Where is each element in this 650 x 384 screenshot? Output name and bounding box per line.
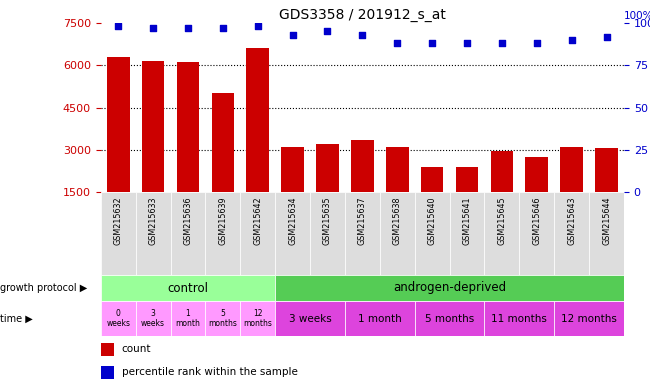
Text: GSM215635: GSM215635 — [323, 196, 332, 245]
Point — [601, 33, 612, 40]
Bar — [554, 301, 624, 336]
Text: GSM215644: GSM215644 — [602, 196, 611, 245]
Text: control: control — [168, 281, 209, 295]
Text: 1
month: 1 month — [176, 309, 200, 328]
Text: 3 weeks: 3 weeks — [289, 314, 332, 324]
Point — [183, 25, 193, 31]
Text: GSM215643: GSM215643 — [567, 196, 576, 245]
Bar — [101, 301, 136, 336]
Point — [497, 40, 507, 46]
Bar — [275, 301, 345, 336]
Bar — [554, 192, 589, 275]
Bar — [421, 167, 443, 234]
Bar — [281, 147, 304, 234]
Bar — [107, 57, 129, 234]
Bar — [386, 147, 409, 234]
Text: GSM215636: GSM215636 — [183, 196, 192, 245]
Bar — [177, 63, 200, 234]
Bar — [136, 301, 170, 336]
Bar — [589, 192, 624, 275]
Bar — [595, 148, 618, 234]
Bar — [456, 167, 478, 234]
Bar — [101, 343, 114, 356]
Point — [532, 40, 542, 46]
Text: 5 months: 5 months — [425, 314, 474, 324]
Bar — [101, 366, 114, 379]
Text: percentile rank within the sample: percentile rank within the sample — [122, 367, 298, 377]
Text: growth protocol ▶: growth protocol ▶ — [0, 283, 87, 293]
Bar — [484, 301, 554, 336]
Bar — [519, 192, 554, 275]
Point — [566, 37, 577, 43]
Text: GSM215642: GSM215642 — [254, 196, 262, 245]
Point — [218, 25, 228, 31]
Text: GSM215637: GSM215637 — [358, 196, 367, 245]
Bar — [525, 157, 548, 234]
Bar — [491, 151, 514, 234]
Bar — [345, 301, 415, 336]
Bar — [415, 301, 484, 336]
Bar — [170, 301, 205, 336]
Point — [287, 32, 298, 38]
Point — [358, 32, 368, 38]
Point — [322, 28, 333, 35]
Bar — [170, 192, 205, 275]
Text: GSM215633: GSM215633 — [149, 196, 157, 245]
Bar — [560, 147, 583, 234]
Bar — [275, 192, 310, 275]
Text: androgen-deprived: androgen-deprived — [393, 281, 506, 295]
Bar — [101, 192, 136, 275]
Point — [148, 25, 159, 31]
Text: 0
weeks: 0 weeks — [106, 309, 130, 328]
Text: GSM215634: GSM215634 — [288, 196, 297, 245]
Bar — [415, 192, 450, 275]
Bar — [240, 192, 275, 275]
Bar — [310, 192, 345, 275]
Bar — [142, 61, 164, 234]
Point — [462, 40, 472, 46]
Text: 100%: 100% — [624, 12, 650, 22]
Text: time ▶: time ▶ — [0, 314, 32, 324]
Bar — [205, 301, 240, 336]
Text: count: count — [122, 344, 151, 354]
Bar — [275, 275, 624, 301]
Bar — [450, 192, 484, 275]
Bar — [316, 144, 339, 234]
Text: GSM215641: GSM215641 — [463, 196, 471, 245]
Text: GSM215640: GSM215640 — [428, 196, 437, 245]
Bar — [345, 192, 380, 275]
Bar — [101, 275, 275, 301]
Text: GSM215645: GSM215645 — [497, 196, 506, 245]
Text: GSM215639: GSM215639 — [218, 196, 227, 245]
Text: 12
months: 12 months — [243, 309, 272, 328]
Text: 1 month: 1 month — [358, 314, 402, 324]
Bar — [240, 301, 275, 336]
Bar — [136, 192, 170, 275]
Text: GSM215646: GSM215646 — [532, 196, 541, 245]
Bar — [351, 140, 374, 234]
Text: 5
months: 5 months — [209, 309, 237, 328]
Bar — [205, 192, 240, 275]
Text: 12 months: 12 months — [561, 314, 617, 324]
Point — [427, 40, 437, 46]
Text: 11 months: 11 months — [491, 314, 547, 324]
Text: GSM215632: GSM215632 — [114, 196, 123, 245]
Point — [113, 23, 124, 30]
Title: GDS3358 / 201912_s_at: GDS3358 / 201912_s_at — [279, 8, 446, 22]
Bar — [246, 48, 269, 234]
Point — [392, 40, 402, 46]
Point — [252, 23, 263, 30]
Text: 3
weeks: 3 weeks — [141, 309, 165, 328]
Bar — [484, 192, 519, 275]
Bar — [211, 93, 234, 234]
Text: GSM215638: GSM215638 — [393, 196, 402, 245]
Bar — [380, 192, 415, 275]
